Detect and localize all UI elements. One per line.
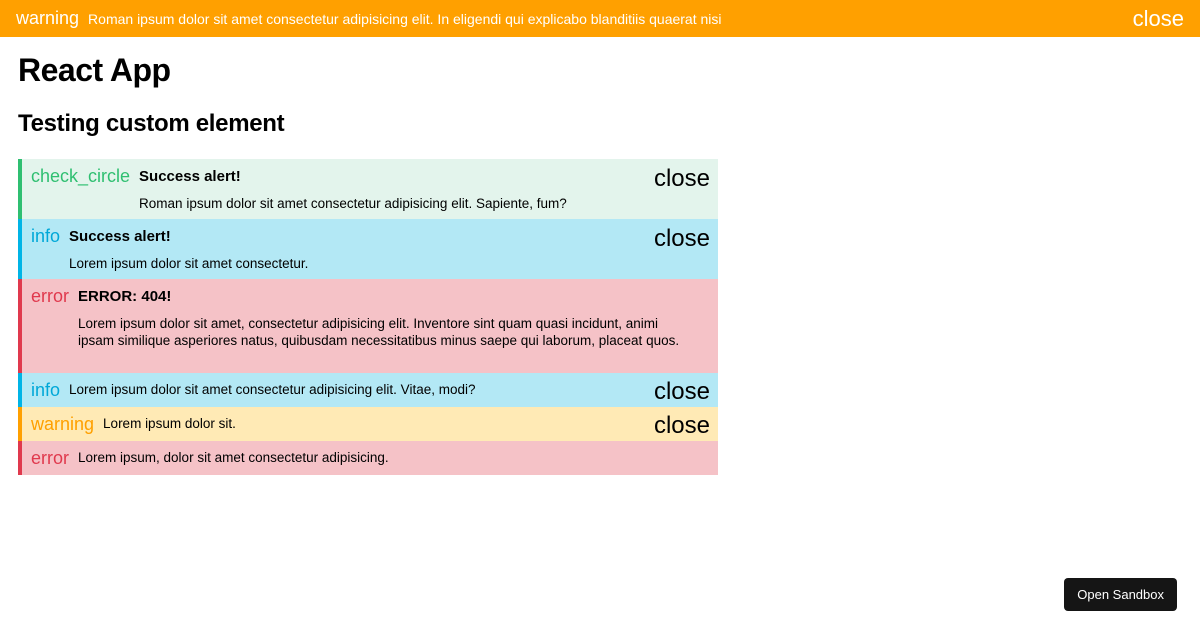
page-title: React App: [18, 52, 171, 88]
page-subtitle: Testing custom element: [18, 110, 285, 137]
alert-text: Roman ipsum dolor sit amet consectetur a…: [139, 196, 567, 211]
alert-close-button[interactable]: close: [653, 412, 710, 439]
warning-icon: warning: [16, 8, 80, 28]
error-alert: error ERROR: 404! Lorem ipsum dolor sit …: [18, 279, 718, 373]
alert-list: check_circle Success alert! Roman ipsum …: [18, 159, 718, 475]
alert-close-button[interactable]: close: [653, 378, 710, 405]
alert-close-button[interactable]: close: [653, 225, 710, 252]
banner-message: Roman ipsum dolor sit amet consectetur a…: [88, 10, 722, 27]
alert-text: Lorem ipsum dolor sit amet consectetur a…: [69, 382, 476, 397]
error-icon: error: [31, 286, 70, 306]
warning-alert: warning Lorem ipsum dolor sit. close: [18, 407, 718, 441]
banner-close-button[interactable]: close: [1132, 5, 1184, 31]
warning-icon: warning: [31, 414, 95, 434]
alert-title: Success alert!: [69, 228, 171, 245]
alert-text: Lorem ipsum, dolor sit amet consectetur …: [78, 450, 389, 465]
info-icon: info: [31, 226, 61, 246]
error-alert: error Lorem ipsum, dolor sit amet consec…: [18, 441, 718, 475]
info-alert: info Lorem ipsum dolor sit amet consecte…: [18, 373, 718, 407]
alert-text: Lorem ipsum dolor sit amet, consectetur …: [78, 316, 680, 348]
alert-title: Success alert!: [139, 168, 241, 185]
check-circle-icon: check_circle: [31, 166, 131, 186]
alert-text: Lorem ipsum dolor sit amet consectetur.: [69, 256, 309, 271]
success-alert: check_circle Success alert! Roman ipsum …: [18, 159, 718, 219]
alert-text: Lorem ipsum dolor sit.: [103, 416, 236, 431]
info-icon: info: [31, 380, 61, 400]
alert-title: ERROR: 404!: [78, 288, 172, 305]
error-icon: error: [31, 448, 70, 468]
info-alert: info Success alert! Lorem ipsum dolor si…: [18, 219, 718, 279]
alert-close-button[interactable]: close: [653, 165, 710, 192]
open-sandbox-button[interactable]: Open Sandbox: [1064, 578, 1177, 611]
warning-banner: warning Roman ipsum dolor sit amet conse…: [0, 0, 1200, 37]
